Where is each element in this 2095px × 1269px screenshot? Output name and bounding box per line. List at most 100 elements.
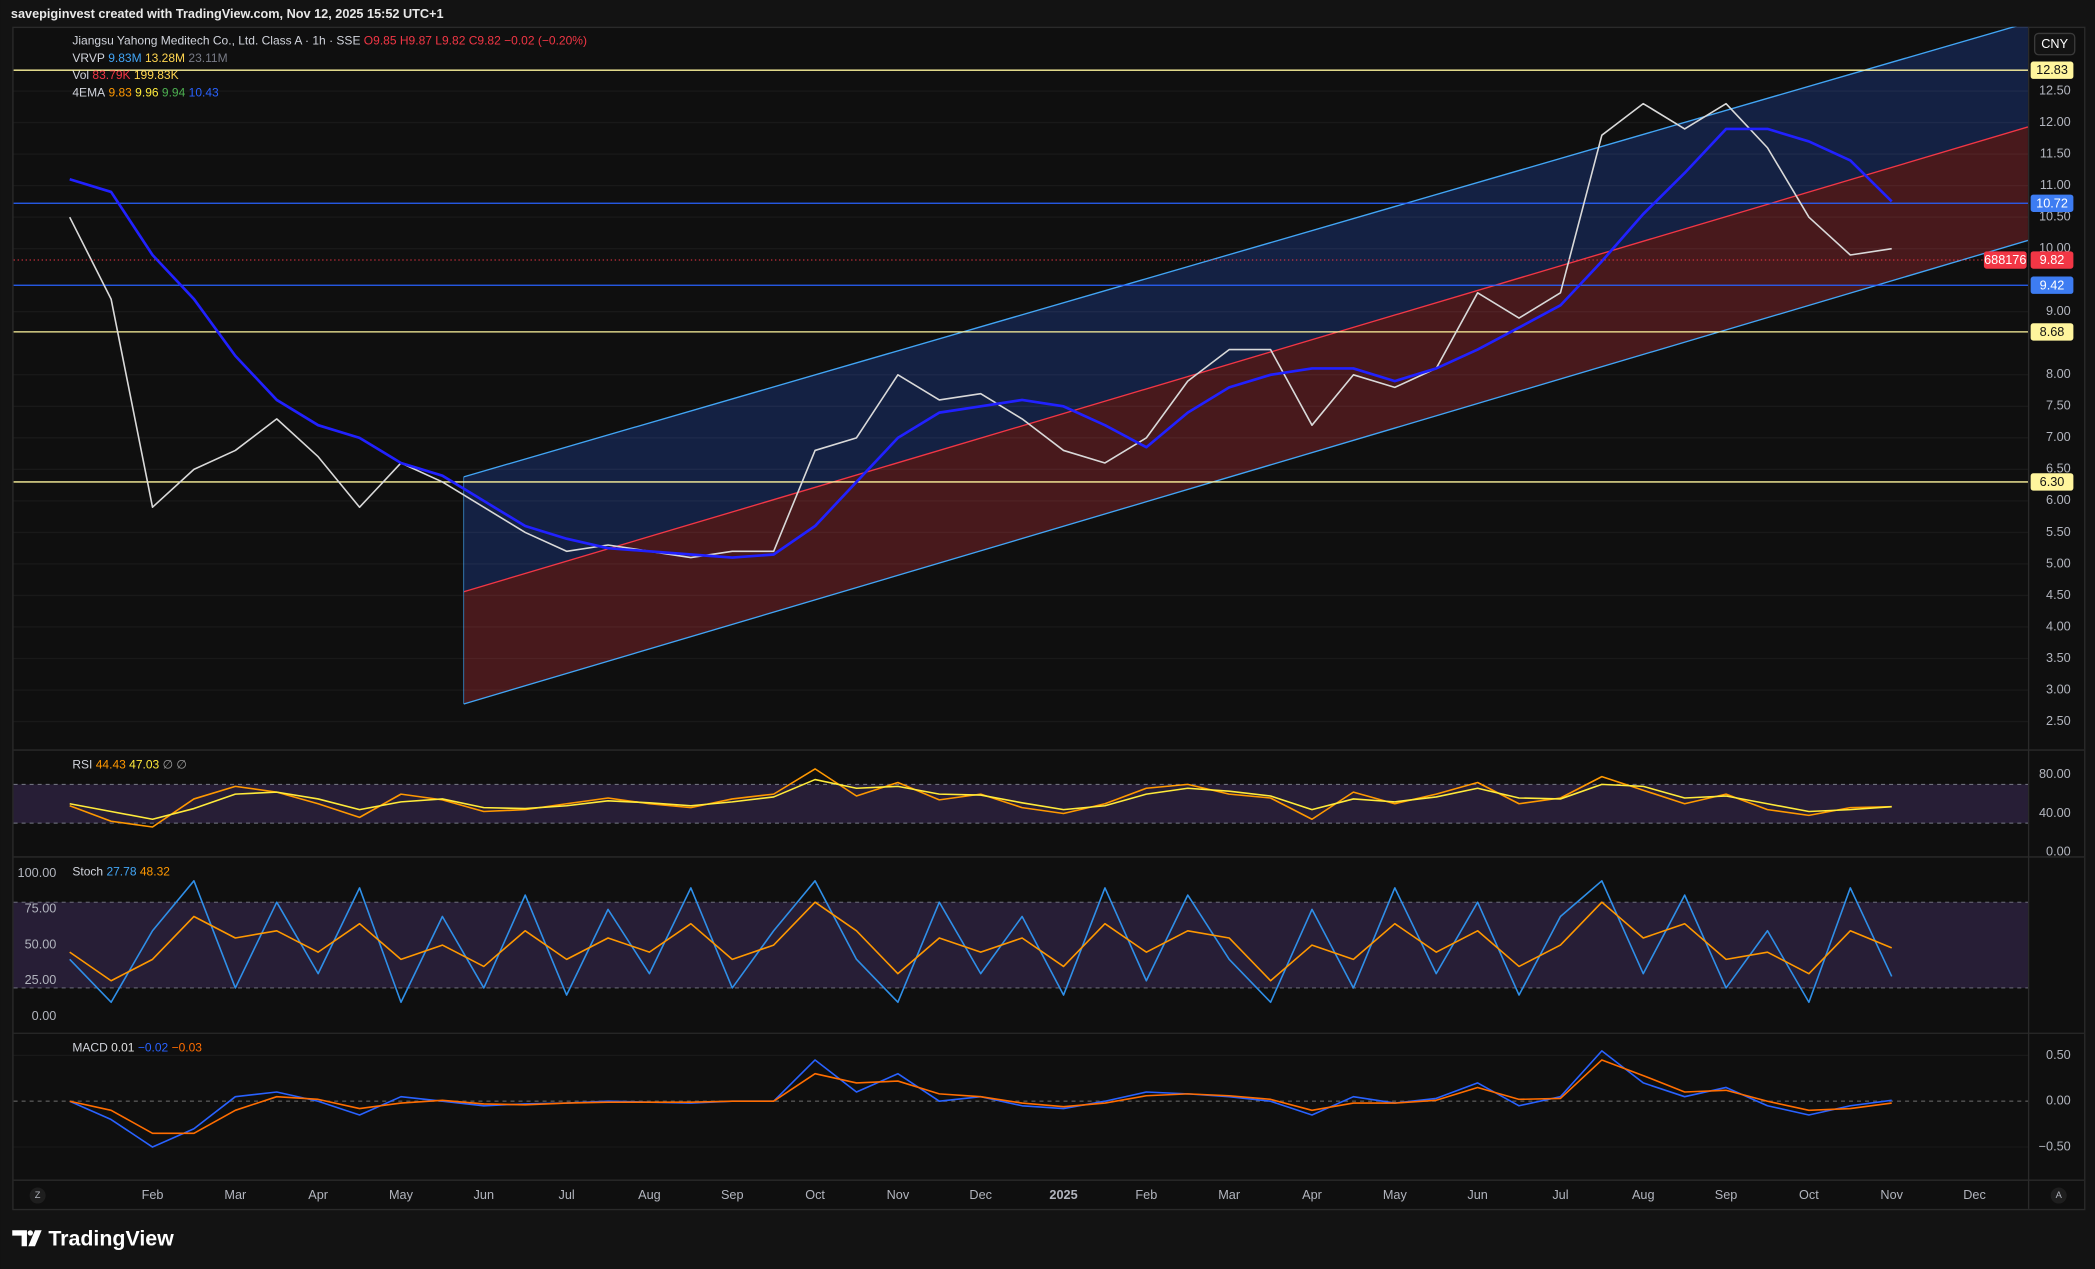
series-line — [69, 768, 1892, 828]
level-label: 9.42 — [2040, 278, 2065, 292]
y-tick-label: 11.50 — [2040, 146, 2071, 160]
ohlc-value: C9.82 — [469, 34, 501, 48]
x-tick-label: Dec — [1963, 1188, 1986, 1202]
indicator-name: 4EMA — [72, 86, 105, 100]
x-tick-label: Aug — [638, 1188, 661, 1202]
ohlc-value: H9.87 — [400, 34, 432, 48]
x-tick-label: Oct — [1799, 1188, 1819, 1202]
indicator-name: RSI — [72, 758, 92, 772]
zoom-button[interactable] — [29, 1187, 46, 1204]
x-tick-label: Sep — [721, 1188, 744, 1202]
y-tick-label: 12.50 — [2039, 83, 2071, 97]
legend-row: MACD 0.01 −0.02 −0.03 — [72, 1041, 202, 1055]
channel-line — [463, 239, 2028, 705]
legend-row: 4EMA 9.83 9.96 9.94 10.43 — [72, 86, 219, 100]
indicator-value: 27.78 — [106, 864, 136, 878]
x-tick-label: Nov — [1880, 1188, 1903, 1202]
ohlc-value: O9.85 — [364, 34, 397, 48]
indicator-value: 199.83K — [134, 68, 179, 82]
auto-button[interactable] — [2050, 1187, 2067, 1204]
y-tick-label: 100.00 — [18, 866, 57, 880]
brand: TradingView — [48, 1226, 174, 1250]
parallel-channel — [463, 26, 2028, 705]
x-tick-label: May — [1383, 1188, 1408, 1202]
y-tick-label: 5.50 — [2046, 525, 2071, 539]
legend-row: RSI 44.43 47.03 ∅ ∅ — [72, 758, 187, 772]
y-tick-label: 0.50 — [2046, 1048, 2071, 1062]
indicator-value: 9.83M — [108, 51, 141, 65]
indicator-name: Vol — [72, 68, 89, 82]
x-tick-label: Dec — [969, 1188, 992, 1202]
y-tick-label: 50.00 — [25, 937, 57, 951]
last-price-box — [2030, 251, 2074, 269]
series-line — [69, 1059, 1892, 1135]
y-tick-label: 6.00 — [2046, 493, 2071, 507]
y-tick-label: 9.00 — [2046, 304, 2071, 318]
x-tick-label: Aug — [1632, 1188, 1655, 1202]
zoom-label: Z — [35, 1190, 41, 1200]
indicator-value: 23.11M — [188, 51, 227, 65]
x-tick-label: Mar — [224, 1188, 247, 1202]
level-label-box — [2030, 473, 2074, 491]
chart-frame — [12, 26, 2086, 1211]
x-tick-label: Jul — [559, 1188, 575, 1202]
band-fill — [13, 784, 2028, 824]
credit: savepiginvest created with TradingView.c… — [11, 7, 444, 21]
y-tick-label: 10.50 — [2039, 209, 2071, 223]
channel-line — [463, 26, 2017, 478]
last-price-label: 9.82 — [2040, 253, 2065, 267]
currency-box — [2033, 32, 2076, 56]
indicator-value: 0.01 — [111, 1041, 135, 1055]
indicator-value: 9.96 — [135, 86, 159, 100]
y-tick-label: 3.00 — [2046, 682, 2071, 696]
level-label-box — [2030, 323, 2074, 341]
indicator-value: ∅ — [163, 758, 173, 772]
x-tick-label: Apr — [308, 1188, 329, 1202]
x-tick-label: May — [389, 1188, 414, 1202]
currency: CNY — [2041, 37, 2068, 51]
symbol-code: 688176 — [1984, 253, 2026, 267]
series-line — [69, 880, 1893, 1004]
y-tick-label: 5.00 — [2046, 556, 2071, 570]
series-line — [68, 102, 1892, 559]
logo-dot — [27, 1230, 33, 1236]
x-tick-label: Sep — [1715, 1188, 1738, 1202]
level-label: 6.30 — [2040, 475, 2065, 489]
y-tick-label: 75.00 — [25, 902, 57, 916]
indicator-value: 13.28M — [145, 51, 185, 65]
indicator-value: 83.79K — [92, 68, 130, 82]
x-tick-label: Jun — [474, 1188, 494, 1202]
indicator-value: −0.02 — [138, 1041, 169, 1055]
y-tick-label: 2.50 — [2046, 714, 2071, 728]
x-tick-label: Jun — [1467, 1188, 1487, 1202]
y-tick-label: 4.50 — [2046, 588, 2071, 602]
x-tick-label: 2025 — [1049, 1188, 1077, 1202]
x-tick-label: Apr — [1302, 1188, 1323, 1202]
auto-label: A — [2056, 1190, 2063, 1200]
y-tick-label: 40.00 — [2039, 806, 2071, 820]
level-label: 8.68 — [2040, 325, 2065, 339]
legend-row: Jiangsu Yahong Meditech Co., Ltd. Class … — [72, 34, 587, 48]
series-line — [69, 901, 1893, 982]
y-tick-label: 7.50 — [2046, 399, 2071, 413]
legend-row: VRVP 9.83M 13.28M 23.11M — [72, 51, 227, 65]
level-label: 10.72 — [2036, 196, 2068, 210]
y-tick-label: 4.00 — [2046, 619, 2071, 633]
y-tick-label: 7.00 — [2046, 430, 2071, 444]
y-tick-label: 0.00 — [32, 1009, 57, 1023]
x-tick-label: Nov — [887, 1188, 910, 1202]
y-tick-label: 80.00 — [2039, 767, 2071, 781]
x-tick-label: Feb — [1135, 1188, 1157, 1202]
x-tick-label: Jul — [1552, 1188, 1568, 1202]
legend-row: Vol 83.79K 199.83K — [72, 68, 178, 82]
indicator-value: 48.32 — [140, 864, 170, 878]
x-tick-label: Oct — [805, 1188, 825, 1202]
indicator-value: 47.03 — [129, 758, 159, 772]
y-tick-label: 0.00 — [2046, 845, 2071, 859]
indicator-value: 10.43 — [189, 86, 219, 100]
indicator-value: 9.83 — [108, 86, 132, 100]
channel-upper — [463, 26, 2028, 592]
level-label-box — [2030, 61, 2074, 79]
